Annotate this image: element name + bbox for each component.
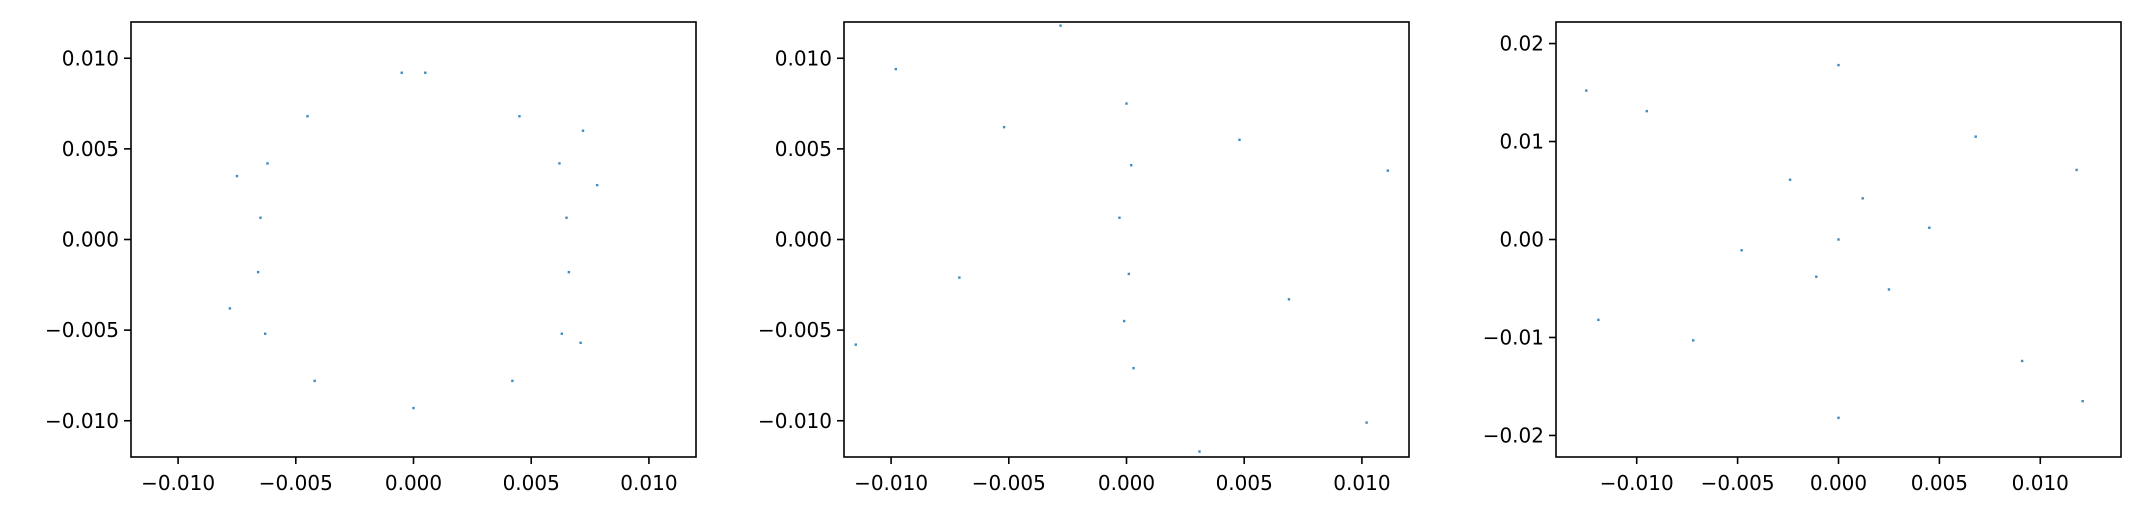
data-point [1788, 178, 1792, 181]
data-point [1837, 63, 1840, 67]
data-point [1645, 109, 1648, 113]
y-tick-label: −0.010 [758, 409, 832, 433]
data-point [1127, 272, 1131, 276]
subplot-1: −0.010 −0.005 0.000 0.005 0.010 −0.010 −0.005 0… [45, 21, 697, 495]
x-tick-label: 0.005 [503, 471, 560, 495]
data-point [313, 379, 316, 383]
data-point [2075, 168, 2078, 172]
data-point [235, 174, 239, 178]
data-point [560, 332, 564, 335]
data-point [894, 67, 897, 71]
y-tick-label: −0.005 [45, 318, 119, 342]
x-tick-label: −0.010 [854, 471, 928, 495]
data-point [1585, 89, 1588, 92]
data-point [511, 379, 514, 383]
data-point [1287, 298, 1291, 301]
x-tick-label: −0.010 [1600, 471, 1674, 495]
data-point [1815, 275, 1818, 278]
data-point [228, 307, 232, 310]
data-point [1974, 135, 1977, 138]
y-tick-label: 0.010 [775, 46, 832, 70]
data-point [558, 162, 561, 165]
subplot-3: −0.010 −0.005 0.000 0.005 0.010 −0.02 −0.01 0.0… [1483, 21, 2122, 495]
data-point [424, 71, 427, 74]
scatter-points [1585, 63, 2084, 420]
data-point [567, 270, 571, 274]
data-point [306, 115, 309, 118]
data-point [1597, 318, 1600, 322]
data-point [266, 162, 269, 165]
data-point [595, 183, 599, 187]
y-tick-label: 0.000 [775, 228, 832, 252]
x-tick-label: −0.005 [972, 471, 1046, 495]
data-point [1122, 319, 1126, 323]
y-tick-label: −0.02 [1483, 423, 1544, 447]
scatter-points [228, 71, 599, 410]
data-point [579, 341, 582, 345]
data-point [1130, 163, 1133, 167]
data-point [1132, 366, 1135, 370]
data-point [1125, 102, 1128, 105]
x-tick-label: −0.005 [1701, 471, 1775, 495]
x-tick-label: −0.005 [259, 471, 333, 495]
data-point [2020, 359, 2024, 363]
data-point [1692, 339, 1695, 342]
x-tick-label: 0.000 [1098, 471, 1155, 495]
x-tick-label: 0.000 [1810, 471, 1867, 495]
data-point [412, 406, 415, 410]
data-point [565, 216, 568, 219]
data-point [1837, 238, 1840, 241]
data-point [1059, 24, 1062, 27]
y-tick-label: 0.005 [62, 137, 119, 161]
data-point [2081, 399, 2084, 403]
scatter-points [854, 24, 1390, 453]
data-point [854, 343, 857, 346]
x-tick-label: 0.000 [385, 471, 442, 495]
data-point [581, 129, 585, 132]
x-tick-label: 0.010 [1333, 471, 1390, 495]
y-tick-label: 0.005 [775, 137, 832, 161]
data-point [1837, 416, 1840, 420]
data-point [1861, 197, 1864, 200]
data-point [256, 270, 260, 274]
data-point [259, 216, 262, 219]
data-point [1238, 138, 1241, 142]
x-tick-label: 0.010 [620, 471, 677, 495]
x-tick-label: 0.010 [2012, 471, 2069, 495]
subplot-2: −0.010 −0.005 0.000 0.005 0.010 −0.010 −0.005 0… [758, 21, 1410, 495]
y-tick-label: 0.00 [1499, 228, 1544, 252]
data-point [1887, 288, 1891, 291]
data-point [958, 276, 961, 279]
data-point [518, 115, 521, 118]
data-point [1002, 125, 1006, 129]
data-point [1118, 216, 1121, 219]
y-tick-label: −0.005 [758, 318, 832, 342]
y-tick-label: 0.010 [62, 46, 119, 70]
data-point [1365, 421, 1368, 424]
data-point [1386, 169, 1390, 172]
data-point [400, 71, 403, 74]
data-point [1928, 226, 1931, 229]
data-point [263, 332, 267, 335]
y-tick-label: 0.02 [1499, 32, 1544, 56]
x-tick-label: −0.010 [141, 471, 215, 495]
y-tick-label: 0.01 [1499, 130, 1544, 154]
x-tick-label: 0.005 [1216, 471, 1273, 495]
data-point [1198, 450, 1201, 453]
y-tick-label: −0.01 [1483, 325, 1544, 349]
x-tick-label: 0.005 [1911, 471, 1968, 495]
data-point [1740, 249, 1743, 252]
y-tick-label: −0.010 [45, 409, 119, 433]
y-tick-label: 0.000 [62, 228, 119, 252]
